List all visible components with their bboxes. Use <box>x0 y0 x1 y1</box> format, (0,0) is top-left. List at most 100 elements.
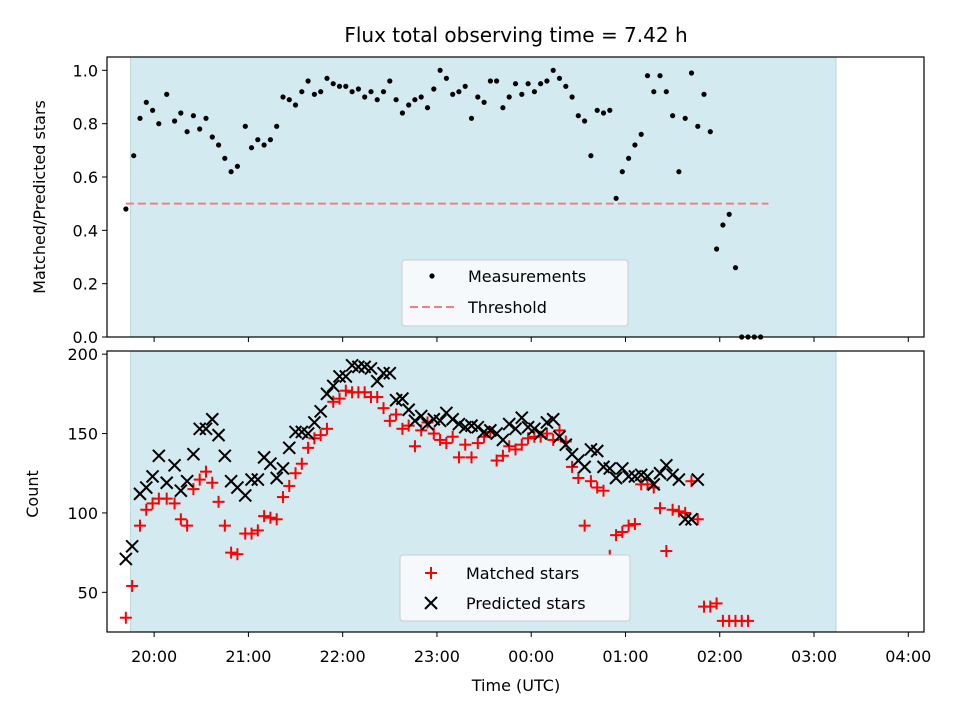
matched-star-point <box>283 479 296 492</box>
predicted-star-point <box>533 426 548 441</box>
measurement-point <box>638 131 644 137</box>
predicted-star-point <box>376 366 391 380</box>
measurement-point <box>600 110 607 116</box>
bottom-y-tick-label: 100 <box>67 504 98 523</box>
predicted-star-point <box>577 460 592 474</box>
measurement-point <box>632 142 638 148</box>
predicted-star-point <box>339 369 353 384</box>
matched-star-point <box>212 495 225 508</box>
bottom-x-tick-label: 20:00 <box>131 647 177 666</box>
matched-star-point <box>490 454 503 467</box>
measurement-point <box>525 81 531 87</box>
measurement-point <box>424 105 431 111</box>
measurement-point <box>481 99 487 105</box>
top-y-tick-label: 0.4 <box>73 221 98 240</box>
measurement-point <box>222 155 228 161</box>
predicted-star-point <box>313 404 328 419</box>
measurement-point <box>255 137 261 143</box>
bottom-legend: Matched stars Predicted stars <box>399 554 631 622</box>
predicted-star-point <box>621 469 636 484</box>
predicted-star-point <box>496 433 510 447</box>
measurement-point <box>651 89 657 95</box>
measurement-point <box>556 75 563 81</box>
measurement-point <box>732 265 739 271</box>
matched-star-point <box>358 386 371 399</box>
predicted-star-point <box>364 361 378 376</box>
predicted-star-point <box>653 466 667 480</box>
measurement-point <box>443 75 449 81</box>
top-legend: Measurements Threshold <box>401 259 629 327</box>
predicted-star-point <box>307 415 322 430</box>
measurement-point <box>349 89 355 95</box>
predicted-star-point <box>615 461 630 476</box>
measurement-point <box>412 97 418 103</box>
legend-measurements-label: Measurements <box>468 267 586 286</box>
top-axes-frame <box>106 56 925 338</box>
top-y-tick-label: 0.0 <box>73 328 98 347</box>
top-y-tick-label: 0.8 <box>73 115 98 134</box>
predicted-star-point <box>691 472 705 487</box>
measurement-point <box>261 142 267 148</box>
top-y-tick-label: 0.6 <box>73 168 98 187</box>
bottom-y-ticks: 50 100 150 200 <box>67 345 107 602</box>
bottom-predicted-points <box>119 358 705 566</box>
measurement-point <box>292 102 299 108</box>
predicted-star-point <box>483 423 498 438</box>
measurement-point <box>178 110 184 116</box>
legend-predicted-label: Predicted stars <box>466 594 586 613</box>
legend-predicted-marker <box>424 596 438 610</box>
measurement-point <box>156 121 162 127</box>
predicted-star-point <box>145 469 160 484</box>
measurement-point <box>184 129 190 135</box>
predicted-star-point <box>167 458 182 473</box>
predicted-star-point <box>192 422 207 436</box>
measurement-point <box>468 115 475 121</box>
measurement-point <box>575 113 581 119</box>
top-measurement-points <box>123 67 764 340</box>
measurement-point <box>216 142 222 148</box>
measurement-point <box>670 113 676 119</box>
predicted-star-point <box>320 387 334 401</box>
measurement-point <box>707 129 713 135</box>
predicted-star-point <box>186 447 201 461</box>
predicted-star-point <box>383 366 397 380</box>
measurement-point <box>330 81 336 87</box>
matched-star-point <box>390 408 403 421</box>
measurement-point <box>131 153 137 159</box>
matched-star-point <box>383 414 396 427</box>
predicted-star-point <box>401 403 416 417</box>
matched-star-point <box>302 441 315 454</box>
measurement-point <box>406 102 412 108</box>
matched-star-point <box>440 437 453 450</box>
matched-star-point <box>314 429 327 442</box>
predicted-star-point <box>609 471 623 485</box>
measurement-point <box>701 91 707 97</box>
measurement-point <box>355 86 361 92</box>
measurement-point <box>500 105 506 111</box>
measurement-point <box>582 118 588 124</box>
bottom-legend-box <box>399 554 631 622</box>
matched-star-point <box>339 384 352 397</box>
measurement-point <box>531 89 538 95</box>
measurement-point <box>563 83 569 89</box>
bottom-x-tick-label: 22:00 <box>320 647 366 666</box>
matched-star-point <box>402 419 415 432</box>
bottom-x-axis-label: Time (UTC) <box>471 676 560 695</box>
measurement-point <box>324 75 330 81</box>
matched-star-point <box>168 497 181 510</box>
measurement-point <box>203 115 209 121</box>
legend-matched-marker <box>425 567 437 579</box>
matched-star-point <box>231 548 244 561</box>
bottom-x-tick-label: 00:00 <box>508 647 554 666</box>
measurement-point <box>143 99 149 105</box>
matched-star-point <box>503 440 516 453</box>
matched-star-point <box>465 451 478 464</box>
measurement-point <box>274 123 280 129</box>
measurement-point <box>311 91 317 97</box>
predicted-star-point <box>370 374 384 388</box>
predicted-star-point <box>125 539 139 553</box>
predicted-star-point <box>546 412 560 426</box>
bottom-x-ticks: 20:00 21:00 22:00 23:00 00:00 01:00 02:00 03:00… <box>131 632 931 666</box>
matched-star-point <box>270 513 283 526</box>
predicted-star-point <box>515 410 529 425</box>
